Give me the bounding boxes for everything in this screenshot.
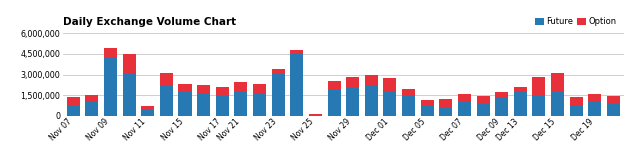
Bar (85, 101, 98, 116)
Bar (495, 92, 508, 97)
Bar (160, 73, 173, 86)
Bar (290, 50, 303, 53)
Bar (253, 94, 266, 116)
Bar (588, 94, 602, 101)
Bar (439, 107, 452, 116)
Bar (215, 87, 229, 95)
Bar (476, 103, 490, 116)
Bar (178, 92, 192, 116)
Bar (234, 92, 248, 116)
Bar (514, 92, 527, 116)
Bar (551, 92, 564, 116)
Bar (570, 97, 583, 105)
Bar (272, 69, 285, 74)
Bar (67, 97, 80, 106)
Bar (570, 105, 583, 116)
Bar (67, 106, 80, 116)
Bar (551, 73, 564, 92)
Bar (365, 86, 378, 116)
Bar (495, 97, 508, 116)
Bar (104, 48, 117, 58)
Bar (234, 82, 248, 92)
Bar (476, 96, 490, 103)
Legend: Future, Option: Future, Option (532, 14, 619, 30)
Bar (365, 75, 378, 86)
Bar (328, 90, 341, 116)
Bar (458, 102, 471, 116)
Bar (197, 85, 210, 94)
Bar (402, 89, 415, 95)
Bar (253, 84, 266, 94)
Bar (141, 110, 154, 116)
Bar (272, 74, 285, 116)
Bar (384, 92, 396, 116)
Bar (532, 77, 546, 95)
Bar (178, 84, 192, 92)
Bar (160, 86, 173, 116)
Bar (197, 94, 210, 116)
Bar (421, 100, 433, 106)
Bar (104, 58, 117, 116)
Bar (123, 54, 135, 73)
Bar (607, 104, 620, 116)
Bar (346, 77, 359, 87)
Bar (588, 101, 602, 116)
Bar (439, 99, 452, 107)
Bar (309, 115, 322, 116)
Bar (141, 106, 154, 110)
Bar (458, 94, 471, 102)
Bar (607, 96, 620, 104)
Bar (532, 95, 546, 116)
Bar (346, 87, 359, 116)
Bar (384, 78, 396, 92)
Bar (421, 106, 433, 116)
Text: Daily Exchange Volume Chart: Daily Exchange Volume Chart (63, 17, 236, 27)
Bar (290, 53, 303, 116)
Bar (123, 73, 135, 116)
Bar (328, 81, 341, 90)
Bar (514, 87, 527, 92)
Bar (215, 95, 229, 116)
Bar (85, 95, 98, 101)
Bar (402, 95, 415, 116)
Bar (309, 114, 322, 115)
